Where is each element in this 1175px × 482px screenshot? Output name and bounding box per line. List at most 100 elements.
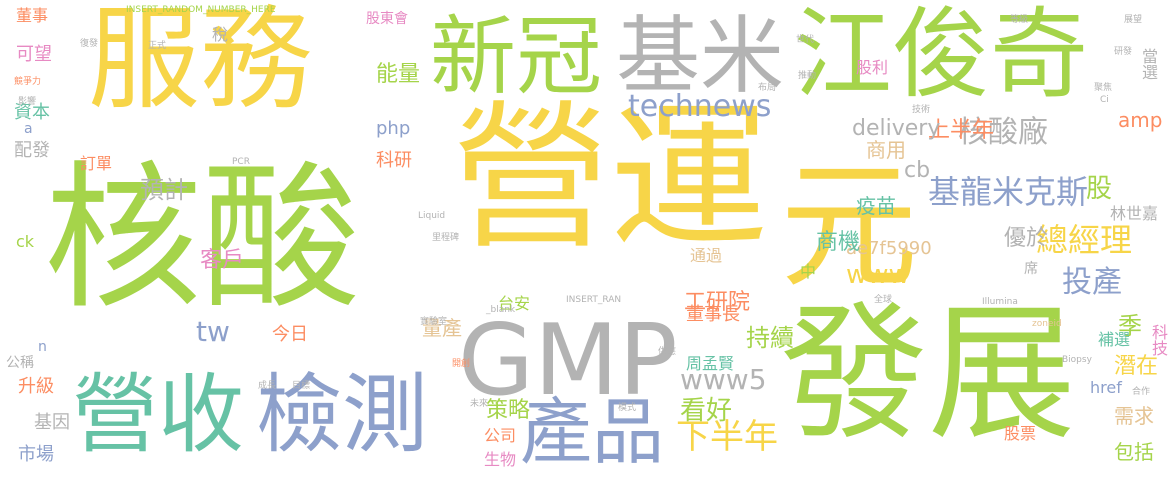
word: technews [628, 89, 772, 124]
word: 投產 [1062, 265, 1122, 300]
word: 聚焦 [1094, 83, 1113, 93]
word: 股 [1086, 174, 1113, 204]
word: 中 [800, 262, 817, 281]
word: 全球 [874, 295, 893, 305]
word: 預計 [140, 176, 188, 204]
word: 布局 [758, 83, 777, 93]
word: Biopsy [1062, 355, 1092, 365]
word: 周孟賢 [686, 354, 735, 373]
word: 優於 [1004, 226, 1049, 251]
word: 等級 [1010, 15, 1029, 25]
word: 上半年 [928, 118, 995, 143]
word: 發展 [780, 288, 1076, 460]
word: 股東會 [366, 11, 408, 27]
word: a [24, 121, 33, 137]
word: www5 [680, 363, 767, 396]
word: 開創 [452, 359, 471, 369]
word: 產品 [520, 390, 665, 474]
word: 配發 [14, 140, 50, 161]
word: amp [1118, 108, 1163, 132]
word: 新冠 [430, 7, 602, 107]
word: php [376, 118, 411, 139]
word: 基龍米克斯 [928, 173, 1089, 211]
word: 總經理 [1036, 221, 1133, 259]
word: 工研院 [684, 290, 751, 315]
word: 通過 [690, 246, 723, 265]
word: 商用 [866, 138, 906, 162]
word: n [38, 339, 47, 355]
word: INSERT_RANDOM_NUMBER_HERE [126, 5, 276, 15]
word: 目標 [292, 381, 311, 391]
word: 競爭力 [14, 77, 42, 87]
word: 展望 [1124, 15, 1143, 25]
word: 正式 [148, 41, 167, 51]
word: href [1090, 378, 1122, 397]
word: 台安 [498, 294, 531, 313]
word: 潛在 [1114, 354, 1159, 379]
word: 江俊奇 [794, 0, 1089, 112]
word: 量產 [422, 316, 462, 340]
word: 技術 [912, 105, 931, 115]
word: www [846, 260, 910, 290]
word: 林世嘉 [1110, 204, 1159, 223]
word: 需求 [1114, 404, 1154, 428]
word: 疫苗 [856, 194, 896, 218]
word: 看好 [680, 396, 733, 426]
word: 持續 [746, 324, 794, 352]
word: 策略 [486, 398, 531, 423]
word: 元 [780, 146, 919, 307]
word: 升級 [18, 376, 54, 397]
word: 可望 [16, 44, 52, 65]
word: 訂單 [80, 154, 113, 173]
word: GMP [458, 304, 678, 418]
word: 里程碑 [432, 233, 460, 243]
word: 資本 [14, 102, 50, 123]
word: 模式 [618, 403, 637, 413]
word: 推動 [798, 71, 817, 81]
word: 董事長 [686, 304, 740, 325]
word: zoneid [1032, 319, 1062, 329]
word: 客戶 [200, 248, 245, 273]
word: 合作 [1132, 387, 1151, 397]
word: 科技 [1149, 324, 1168, 356]
word: 影響 [18, 97, 37, 107]
word: 實驗室 [420, 317, 448, 327]
word: 核酸 [44, 147, 360, 331]
word: 復發 [80, 39, 99, 49]
word: 公稱 [6, 355, 34, 371]
word: 檢測 [256, 365, 428, 465]
word: cb [904, 158, 931, 183]
word: 供應 [658, 347, 677, 357]
word: 股利 [856, 58, 889, 77]
word: 董事 [16, 6, 49, 25]
word: 今日 [272, 324, 308, 345]
word: 營收 [72, 365, 244, 465]
word: 科研 [376, 150, 412, 171]
word: PCR [232, 157, 250, 167]
word: 基因 [34, 412, 70, 433]
word: 補選 [1098, 330, 1131, 349]
word: 公司 [484, 426, 517, 445]
word: 市場 [18, 444, 54, 465]
word: 下半年 [676, 417, 778, 457]
word: 服務 [88, 0, 312, 125]
word: 營運 [452, 87, 768, 271]
word: ck [16, 232, 35, 251]
word: 世代 [796, 35, 815, 45]
word: 基米 [616, 7, 785, 105]
word: 生物 [484, 450, 517, 469]
word: 季 [1118, 312, 1142, 340]
word: Liquid [418, 211, 446, 221]
word: 核酸廠 [958, 115, 1048, 150]
word: 股票 [1004, 424, 1037, 443]
word: delivery [852, 116, 941, 141]
word: 商機 [816, 230, 861, 255]
word: Illumina [982, 297, 1018, 307]
word: 能量 [376, 62, 421, 87]
word: 當選 [1139, 48, 1158, 80]
word: 研發 [1114, 47, 1133, 57]
word: 席 [1024, 261, 1038, 277]
word: 包括 [1114, 440, 1154, 464]
word: 未來 [470, 399, 489, 409]
